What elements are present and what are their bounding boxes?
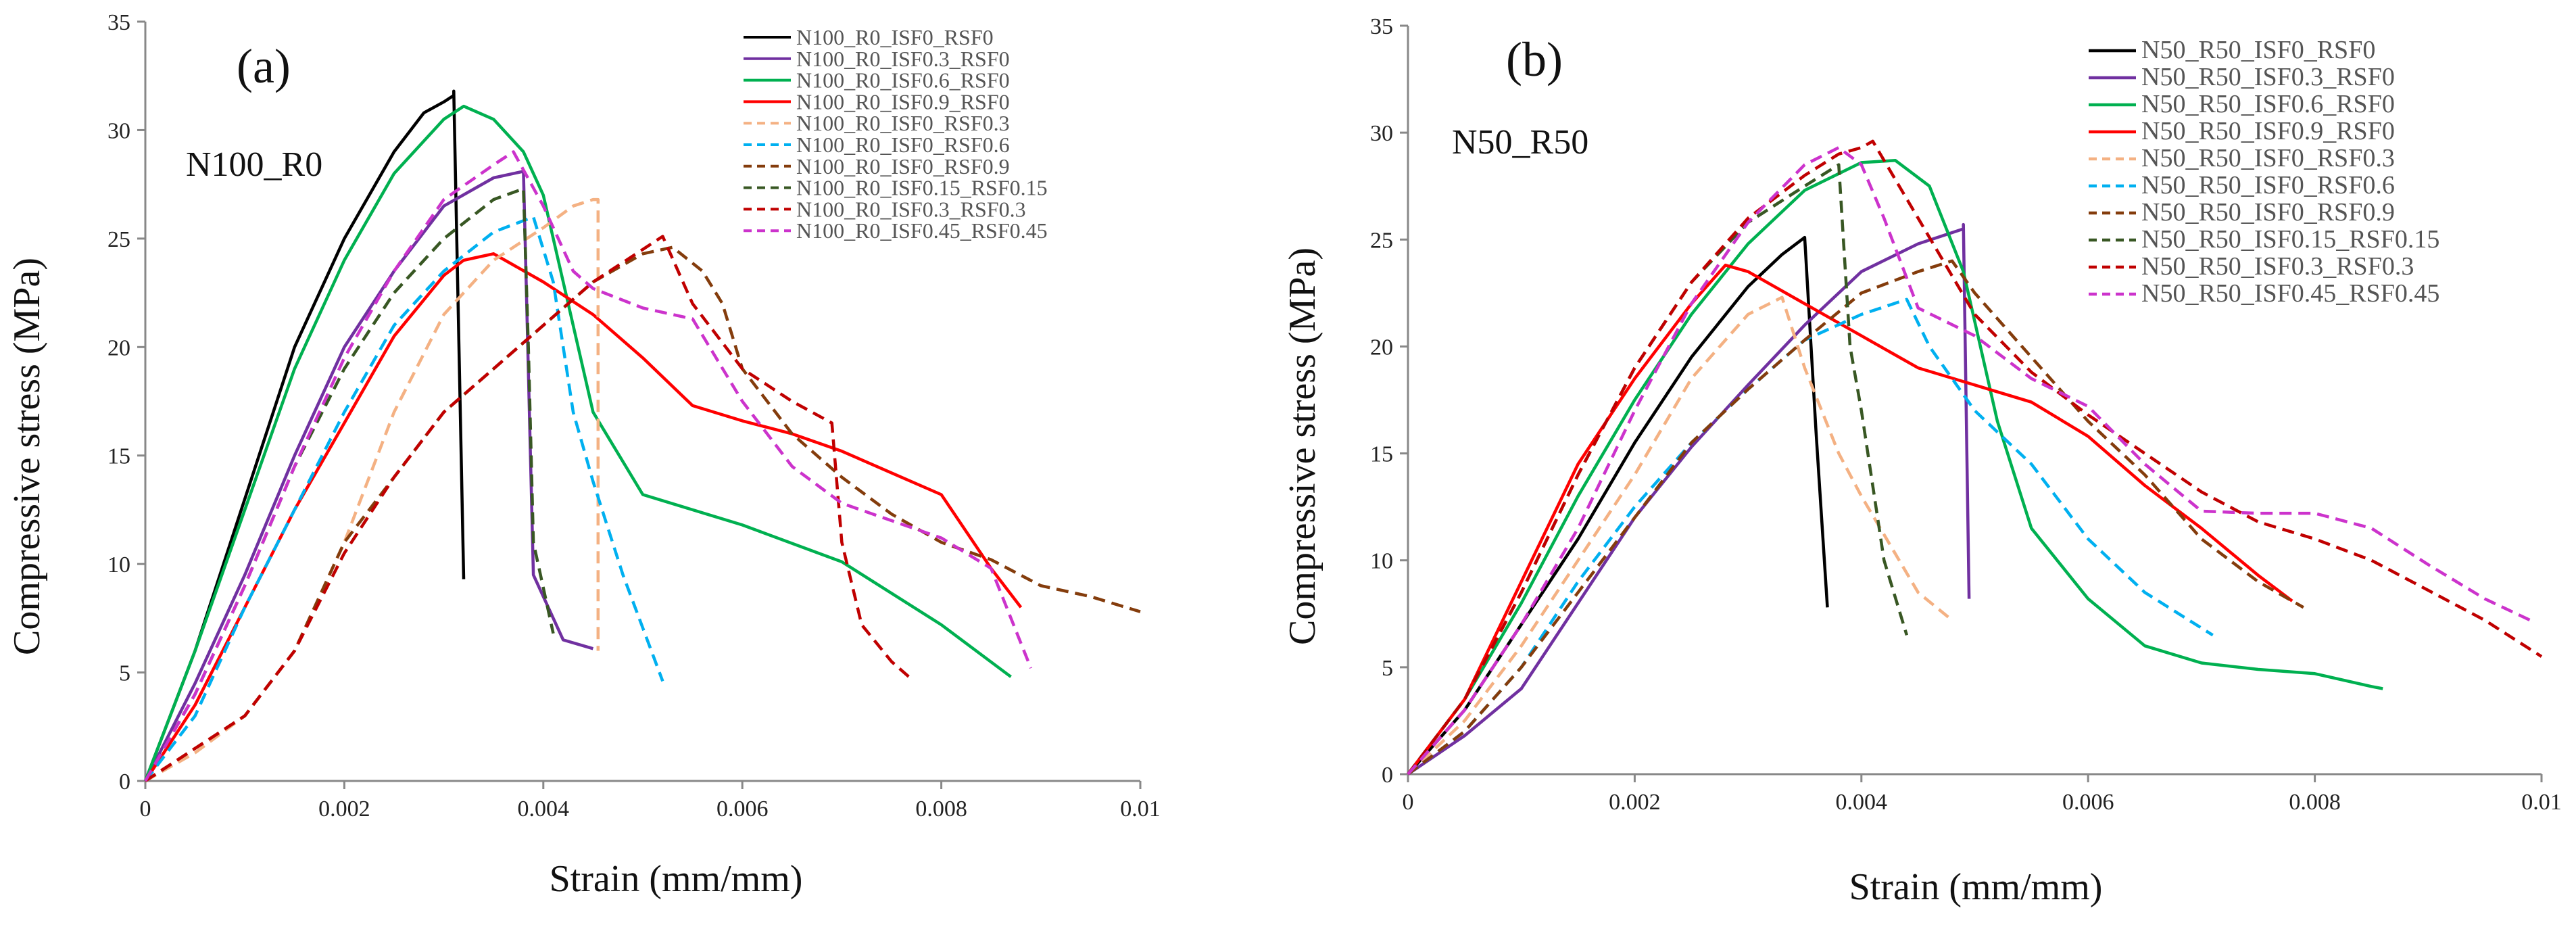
panel-b-series-n50-r50-isf0-45-rsf0-45: [1407, 146, 2531, 776]
panel-b-y-tick-label: 30: [1370, 121, 1393, 146]
panel-b-x-tick-label: 0.006: [2062, 790, 2114, 815]
panel-b-y-tick-label: 20: [1370, 335, 1393, 360]
panel-b-x-tick-label: 0: [1403, 790, 1414, 815]
panel-b-y-tick-label: 15: [1370, 442, 1393, 467]
panel-a-x-tick-label: 0.004: [518, 797, 570, 822]
panel-b-legend-label: N50_R50_ISF0_RSF0: [2141, 36, 2375, 64]
panel-a-series-n100-r0-isf0-rsf0: [143, 89, 466, 782]
panel-a-series-n100-r0-isf0-6-rsf0: [143, 104, 1012, 782]
panel-b-legend: N50_R50_ISF0_RSF0N50_R50_ISF0.3_RSF0N50_…: [2089, 36, 2439, 308]
panel-b-y-tick-label: 0: [1382, 763, 1393, 788]
panel-b-legend-label: N50_R50_ISF0.9_RSF0: [2141, 117, 2395, 145]
panel-a-legend-label: N100_R0_ISF0_RSF0: [796, 25, 994, 49]
panel-b-legend-label: N50_R50_ISF0.6_RSF0: [2141, 90, 2395, 118]
panel-b-y-tick-label: 35: [1370, 14, 1393, 39]
panel-b-y-axis-title: Compressive stress (MPa): [1282, 247, 1323, 645]
panel-a-x-tick-label: 0.008: [915, 797, 967, 822]
panel-a-series-n100-r0-isf0-3-rsf0: [143, 170, 594, 782]
panel-a-legend-label: N100_R0_ISF0_RSF0.3: [796, 111, 1010, 135]
panel-b-y-tick-label: 25: [1370, 228, 1393, 253]
panel-b-series-n50-r50-isf0-3-rsf0: [1407, 222, 1971, 776]
panel-b-series-n50-r50-isf0-rsf0-9: [1407, 259, 2304, 776]
panel-a-y-tick-label: 10: [107, 552, 130, 577]
panel-b-legend-label: N50_R50_ISF0.15_RSF0.15: [2141, 225, 2439, 254]
panel-a-x-axis-title: Strain (mm/mm): [550, 858, 803, 900]
panel-a-series-n100-r0-isf0-3-rsf0-3: [144, 235, 913, 782]
panel-b-label: (b): [1506, 32, 1563, 87]
panel-b-series-n50-r50-isf0-rsf0: [1407, 235, 1829, 776]
panel-b-axes: 0 0.002 0.004 0.006 0.008 0.01 0 5 10 15 20 25 30 35: [1370, 14, 2562, 815]
panel-b-x-axis-title: Strain (mm/mm): [1849, 866, 2103, 908]
panel-b-series-n50-r50-isf0-3-rsf0-3: [1407, 139, 2543, 776]
panel-a-legend-label: N100_R0_ISF0_RSF0.6: [796, 133, 1010, 157]
panel-b-legend-label: N50_R50_ISF0.3_RSF0.3: [2141, 252, 2414, 281]
panel-a-y-tick-label: 20: [107, 335, 130, 360]
panel-a-y-tick-label: 0: [119, 769, 130, 794]
panel-b-legend-label: N50_R50_ISF0_RSF0.3: [2141, 144, 2395, 172]
panel-a-legend-label: N100_R0_ISF0.15_RSF0.15: [796, 176, 1048, 200]
panel-b-series-n50-r50-isf0-9-rsf0: [1407, 263, 2293, 776]
panel-a-y-tick-label: 30: [107, 118, 130, 143]
panel-b-x-tick-label: 0.004: [1836, 790, 1888, 815]
panel-a-y-tick-label: 35: [107, 10, 130, 35]
panel-a-label: (a): [237, 39, 291, 93]
panel-a-legend-label: N100_R0_ISF0.6_RSF0: [796, 68, 1010, 93]
panel-a-x-tick-label: 0.01: [1120, 797, 1161, 822]
panel-b-x-tick-label: 0.008: [2289, 790, 2341, 815]
panel-b-legend-label: N50_R50_ISF0.45_RSF0.45: [2141, 279, 2439, 308]
panel-a-legend-label: N100_R0_ISF0.45_RSF0.45: [796, 218, 1048, 243]
chart-panel-b: (b) N50_R50 Strain (mm/mm) Compressive s…: [1282, 14, 2562, 908]
panel-b-x-tick-label: 0.01: [2521, 790, 2562, 815]
panel-b-series-group: [1407, 139, 2543, 776]
panel-a-series-n100-r0-isf0-9-rsf0: [144, 252, 1023, 782]
panel-b-series-n50-r50-isf0-rsf0-6: [1407, 298, 2214, 776]
panel-a-series-n100-r0-isf0-15-rsf0-15: [144, 187, 555, 782]
panel-b-y-tick-label: 10: [1370, 549, 1393, 574]
panel-b-x-tick-label: 0.002: [1609, 790, 1661, 815]
panel-a-x-tick-label: 0.006: [716, 797, 769, 822]
panel-a-y-tick-label: 5: [119, 661, 130, 686]
panel-a-legend-label: N100_R0_ISF0.3_RSF0.3: [796, 197, 1026, 221]
panel-a-legend-label: N100_R0_ISF0.3_RSF0: [796, 47, 1010, 71]
panel-a-legend: N100_R0_ISF0_RSF0N100_R0_ISF0.3_RSF0N100…: [744, 25, 1048, 243]
panel-a-y-tick-label: 25: [107, 227, 130, 252]
panel-b-legend-label: N50_R50_ISF0_RSF0.6: [2141, 171, 2395, 199]
panel-b-y-tick-label: 5: [1382, 656, 1393, 681]
panel-a-series-n100-r0-isf0-45-rsf0-45: [144, 150, 1033, 782]
panel-a-y-tick-label: 15: [107, 444, 130, 469]
panel-a-group-label: N100_R0: [186, 145, 322, 184]
panel-a-series-n100-r0-isf0-rsf0-9: [144, 245, 1141, 782]
panel-a-y-axis-title: Compressive stress (MPa): [6, 258, 48, 655]
panel-b-group-label: N50_R50: [1452, 123, 1588, 162]
panel-b-legend-label: N50_R50_ISF0_RSF0.9: [2141, 198, 2395, 227]
panel-a-axes: 0 0.002 0.004 0.006 0.008 0.01 0 5 10 15 20 25 30 35: [107, 10, 1161, 822]
panel-a-x-tick-label: 0.002: [318, 797, 370, 822]
panel-b-series-n50-r50-isf0-rsf0-3: [1407, 295, 1953, 776]
panel-a-x-tick-label: 0: [140, 797, 151, 822]
panel-a-legend-label: N100_R0_ISF0_RSF0.9: [796, 154, 1010, 179]
panel-a-series-group: [143, 89, 1141, 782]
panel-b-series-n50-r50-isf0-6-rsf0: [1407, 159, 2383, 776]
chart-panel-a: (a) N100_R0 Strain (mm/mm) Compressive s…: [6, 10, 1161, 900]
panel-a-series-n100-r0-isf0-rsf0-6: [144, 215, 664, 782]
panel-b-legend-label: N50_R50_ISF0.3_RSF0: [2141, 63, 2395, 91]
panel-a-legend-label: N100_R0_ISF0.9_RSF0: [796, 89, 1010, 114]
